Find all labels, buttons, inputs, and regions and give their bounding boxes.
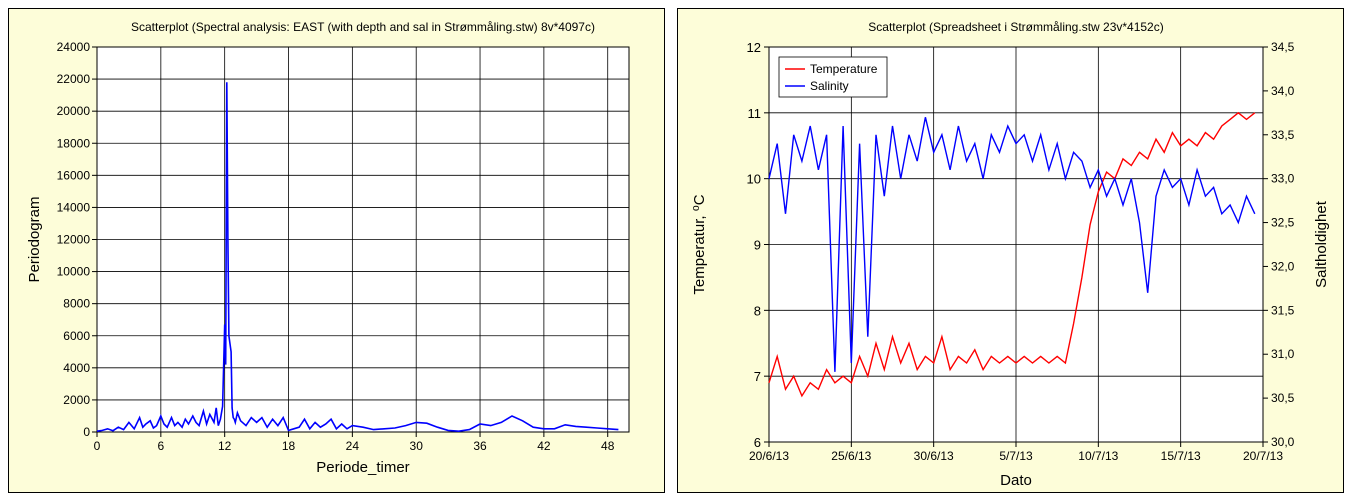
x-axis-label: Periode_timer	[316, 459, 409, 476]
x-tick-label: 36	[473, 439, 487, 453]
temperature-salinity-chart-panel: Scatterplot (Spreadsheet i Strømmåling.s…	[677, 8, 1344, 493]
y2-tick-label: 31,5	[1271, 303, 1295, 317]
x-tick-label: 5/7/13	[999, 449, 1033, 463]
series-line	[768, 117, 1256, 372]
y2-tick-label: 34,0	[1271, 84, 1295, 98]
legend-label: Temperature	[810, 62, 878, 76]
x-tick-label: 30/6/13	[914, 449, 954, 463]
y-tick-label: 10000	[57, 265, 91, 279]
legend-label: Salinity	[810, 79, 849, 93]
y-tick-label: 8000	[63, 297, 90, 311]
series-line	[96, 82, 619, 433]
y2-tick-label: 33,5	[1271, 128, 1295, 142]
x-tick-label: 6	[157, 439, 164, 453]
y-tick-label: 10	[747, 172, 761, 187]
x-tick-label: 0	[94, 439, 101, 453]
x-tick-label: 15/7/13	[1161, 449, 1201, 463]
x-tick-label: 30	[410, 439, 424, 453]
periodogram-chart-panel: Scatterplot (Spectral analysis: EAST (wi…	[8, 8, 665, 493]
x-axis-label: Dato	[1000, 472, 1032, 489]
x-tick-label: 48	[601, 439, 615, 453]
y-tick-label: 11	[748, 106, 762, 121]
y-axis-label: Temperatur, ⁰C	[691, 194, 708, 294]
y-tick-label: 6	[754, 435, 761, 450]
y-tick-label: 14000	[57, 200, 91, 214]
y-tick-label: 0	[83, 425, 90, 439]
y2-tick-label: 34,5	[1271, 40, 1295, 54]
legend-box	[778, 56, 888, 98]
y2-axis-label: Saltholdighet	[1313, 200, 1330, 288]
chart-title: Scatterplot (Spreadsheet i Strømmåling.s…	[868, 20, 1163, 34]
y-tick-label: 18000	[57, 136, 91, 150]
y2-tick-label: 32,5	[1271, 216, 1295, 230]
x-tick-label: 18	[282, 439, 296, 453]
periodogram-chart: Scatterplot (Spectral analysis: EAST (wi…	[26, 20, 630, 476]
y-axis-label: Periodogram	[26, 197, 43, 283]
y-tick-label: 24000	[57, 40, 91, 54]
x-tick-label: 20/7/13	[1243, 449, 1283, 463]
y2-tick-label: 32,0	[1271, 259, 1295, 273]
x-tick-label: 25/6/13	[831, 449, 871, 463]
x-tick-label: 10/7/13	[1078, 449, 1118, 463]
y-tick-label: 9	[754, 238, 761, 253]
x-tick-label: 20/6/13	[749, 449, 789, 463]
y-tick-label: 7	[754, 369, 761, 384]
y-tick-label: 16000	[57, 168, 91, 182]
y-tick-label: 4000	[63, 361, 90, 375]
x-tick-label: 42	[537, 439, 551, 453]
y-tick-label: 12	[747, 40, 761, 55]
chart-title: Scatterplot (Spectral analysis: EAST (wi…	[131, 20, 595, 34]
y2-tick-label: 30,5	[1271, 391, 1295, 405]
y-tick-label: 20000	[57, 104, 91, 118]
y-tick-label: 2000	[63, 393, 90, 407]
y2-tick-label: 30,0	[1271, 435, 1295, 449]
x-tick-label: 24	[346, 439, 360, 453]
y-tick-label: 6000	[63, 329, 90, 343]
temperature-salinity-chart: Scatterplot (Spreadsheet i Strømmåling.s…	[691, 20, 1330, 489]
y-tick-label: 12000	[57, 233, 91, 247]
y-tick-label: 22000	[57, 72, 91, 86]
y2-tick-label: 33,0	[1271, 172, 1295, 186]
y2-tick-label: 31,0	[1271, 347, 1295, 361]
x-tick-label: 12	[218, 439, 232, 453]
y-tick-label: 8	[754, 303, 761, 318]
series-line	[768, 111, 1256, 398]
